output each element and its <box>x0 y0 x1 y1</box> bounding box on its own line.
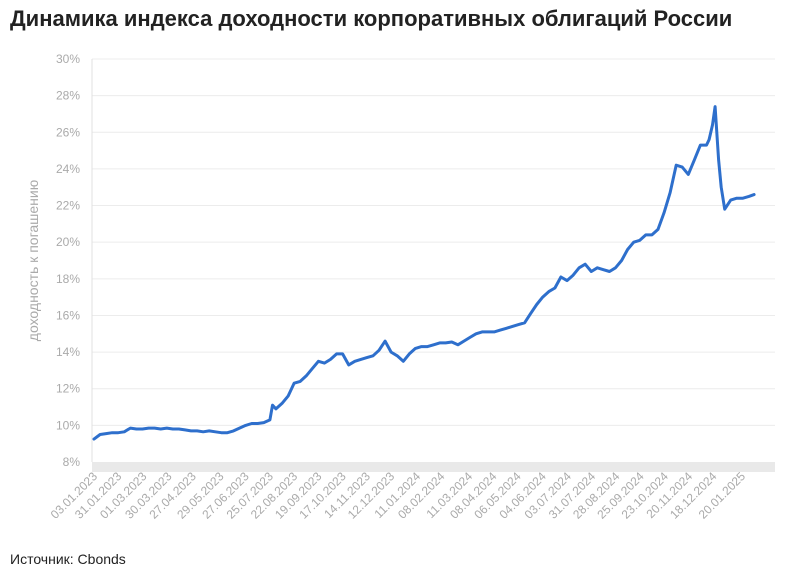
y-tick-label: 20% <box>56 235 80 249</box>
series-line <box>92 105 756 441</box>
chart-title: Динамика индекса доходности корпоративны… <box>10 6 733 31</box>
y-tick-label: 24% <box>56 162 80 176</box>
y-tick-labels: 8% 10% 12% 14% 16% 18% 20% 22% 24% 26% 28% 30% <box>56 52 80 469</box>
y-tick-label: 16% <box>56 308 80 322</box>
y-tick-label: 14% <box>56 345 80 359</box>
y-tick-label: 22% <box>56 199 80 213</box>
y-tick-label: 8% <box>63 455 81 469</box>
y-tick-label: 10% <box>56 418 80 432</box>
y-tick-label: 28% <box>56 89 80 103</box>
source-note: Источник: Cbonds <box>10 551 126 567</box>
x-axis-band <box>92 462 775 472</box>
y-tick-label: 30% <box>56 52 80 66</box>
y-tick-label: 12% <box>56 382 80 396</box>
x-tick-labels: 03.01.202331.01.202301.03.202330.03.2023… <box>48 469 749 522</box>
grid-lines <box>92 58 775 426</box>
y-tick-label: 26% <box>56 125 80 139</box>
y-axis-label: доходность к погашению <box>25 180 41 341</box>
y-tick-label: 18% <box>56 272 80 286</box>
